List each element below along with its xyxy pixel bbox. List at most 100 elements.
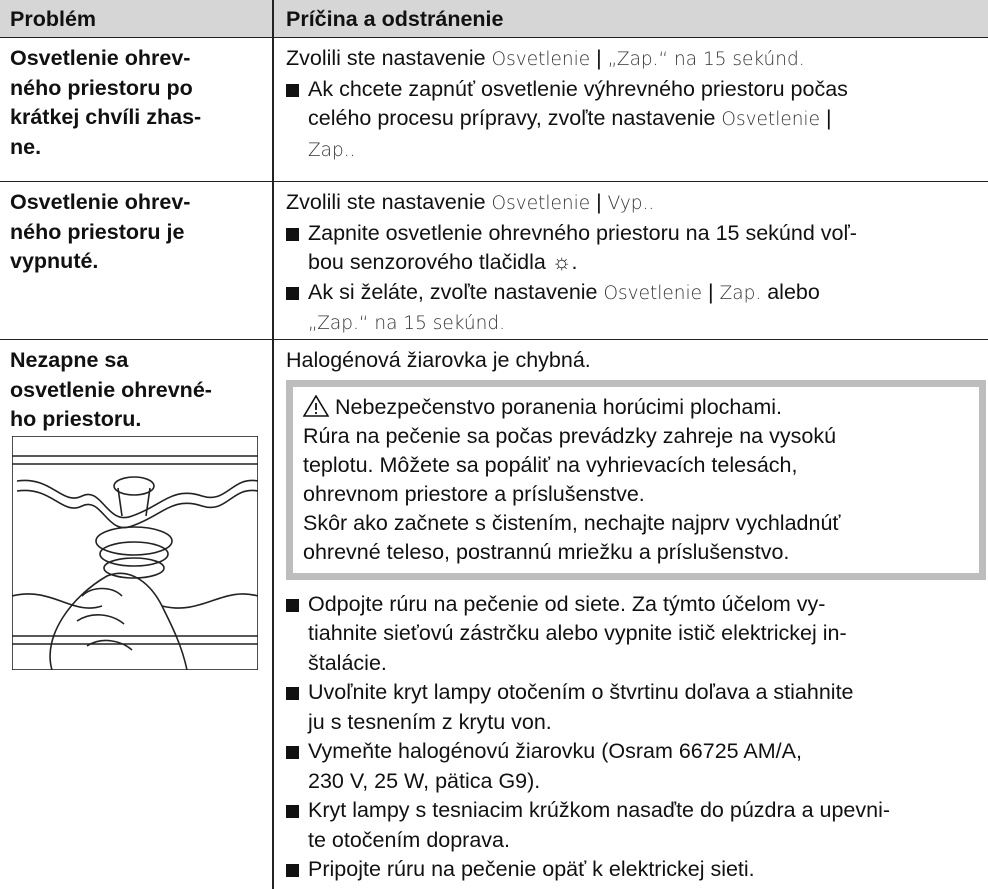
warning-line: teplotu. Môžete sa popáliť na vyhrievací… [303,452,798,477]
problem-line: Osvetlenie ohrev- [10,46,191,70]
text-line: Kryt lampy s tesniacim krúžkom nasaďte d… [308,796,986,826]
text-line: Ak si želáte, zvoľte nastavenie Osvetlen… [308,278,857,309]
text-run: | [702,279,720,304]
bullet-marker [286,83,299,97]
bullet-marker [286,746,299,759]
text-line: štalácie. [308,649,986,679]
ui-term: „Zap.“ na 15 sekúnd. [607,49,805,70]
bullet-item: Pripojte rúru na pečenie opäť k elektric… [286,855,986,885]
ui-term: „Zap.“ na 15 sekúnd. [308,313,505,334]
problem-cell: Osvetlenie ohrev-ného priestoru je vypnut… [10,188,190,277]
bullet-marker [286,598,299,612]
text-run: Uvoľnite kryt lampy otočením o štvrtinu … [308,680,854,704]
problem-line: ne. [10,134,42,159]
text-run: Ak si želáte, zvoľte nastavenie [308,279,604,304]
ui-term: Osvetlenie [491,49,591,70]
warning-icon [302,393,330,417]
problem-line: ného priestoru je [10,219,185,244]
text-line: Ak chcete zapnúť osvetlenie výhrevného p… [308,75,848,105]
bullet-item: Ak chcete zapnúť osvetlenie výhrevného p… [286,75,848,166]
bullet-marker [286,687,299,700]
text-run: Odpojte rúru na pečenie od siete. Za tým… [308,591,826,616]
text-line: Zapnite osvetlenie ohrevného priestoru n… [308,219,857,249]
text-run: bou senzorového tlačidla ☼. [308,250,578,274]
text-line: Zvolili ste nastavenie Osvetlenie | Vyp.… [286,188,857,219]
text-run: alebo [761,279,820,304]
text-run: tiahnite sieťovú zástrčku alebo vypnite … [308,621,847,645]
text-line: Halogénová žiarovka je chybná. [286,346,986,376]
text-run: te otočením doprava. [308,827,510,852]
warning-line: Rúra na pečenie sa počas prevádzky zahre… [303,423,837,448]
text-run: | [590,190,608,214]
bullet-item: Uvoľnite kryt lampy otočením o štvrtinu … [286,678,986,737]
table-row: Osvetlenie ohrev-ného priestoru je vypnut… [0,182,988,340]
bullet-item: Kryt lampy s tesniacim krúžkom nasaďte d… [286,796,986,855]
problem-line: krátkej chvíli zhas- [10,105,202,129]
warning-line: ohrevnom priestore a príslušenstve. [303,481,645,506]
column-divider [272,0,274,889]
text-line: bou senzorového tlačidla ☼. [308,248,857,278]
text-line: Zvolili ste nastavenie Osvetlenie | „Zap… [286,44,848,75]
warning-line: ohrevné teleso, postrannú mriežku a prís… [303,539,790,564]
text-line: Uvoľnite kryt lampy otočením o štvrtinu … [308,678,986,708]
bullet-marker [286,227,299,241]
bullet-item: Ak si želáte, zvoľte nastavenie Osvetlen… [286,278,857,339]
text-line: celého procesu prípravy, zvoľte nastaven… [308,104,848,135]
ui-term: Zap. [719,282,762,304]
warning-line: Skôr ako začnete s čistením, nechajte na… [303,510,841,535]
text-line: Pripojte rúru na pečenie opäť k elektric… [308,855,986,885]
text-line: ju s tesnením z krytu von. [308,708,986,738]
text-run: Pripojte rúru na pečenie opäť k elektric… [308,857,755,881]
cause-cell: Zvolili ste nastavenie Osvetlenie | Vyp.… [286,188,857,339]
problem-line: Nezapne sa [10,348,129,372]
warning-title: Nebezpečenstvo poranenia horúcimi plocha… [302,393,969,422]
text-run: Zvolili ste nastavenie [286,190,492,214]
text-run: Ak chcete zapnúť osvetlenie výhrevného p… [308,76,848,101]
bullet-marker [286,805,299,818]
text-run: celého procesu prípravy, zvoľte nastaven… [308,106,722,130]
problem-line: osvetlenie ohrevné- [10,377,212,402]
text-run: Zapnite osvetlenie ohrevného priestoru n… [308,220,857,245]
problem-cell: Osvetlenie ohrev-ného priestoru po krátke… [10,44,201,162]
text-run: Kryt lampy s tesniacim krúžkom nasaďte d… [308,798,891,822]
bullet-item: Zapnite osvetlenie ohrevného priestoru n… [286,219,857,278]
text-run: 230 V, 25 W, pätica G9). [308,768,541,793]
text-line: Odpojte rúru na pečenie od siete. Za tým… [308,590,986,620]
bullet-item: Vymeňte halogénovú žiarovku (Osram 66725… [286,737,986,796]
bullet-item: Odpojte rúru na pečenie od siete. Za tým… [286,590,986,679]
bullet-marker [286,864,299,877]
ui-term: Zap.. [308,139,356,161]
text-line: „Zap.“ na 15 sekúnd. [308,308,857,339]
lamp-illustration [12,436,258,670]
header-cell: Problém [10,7,97,31]
text-line: Vymeňte halogénovú žiarovku (Osram 66725… [308,737,986,767]
cause-cell: Halogénová žiarovka je chybná. Nebezpečen… [286,346,986,885]
ui-term: Osvetlenie [721,109,820,130]
text-line: tiahnite sieťovú zástrčku alebo vypnite … [308,619,986,649]
warning-box: Nebezpečenstvo poranenia horúcimi plocha… [286,379,986,580]
bullet-marker [286,286,299,300]
table-row: Osvetlenie ohrev-ného priestoru po krátke… [0,38,988,182]
warning-title-text: Nebezpečenstvo poranenia horúcimi plocha… [335,394,782,419]
text-run: štalácie. [308,650,387,675]
problem-line: ho priestoru. [10,407,142,431]
text-run: Halogénová žiarovka je chybná. [286,348,591,372]
problem-line: Osvetlenie ohrev- [10,190,191,214]
text-line: Zap.. [308,135,848,166]
problem-cell: Nezapne sa osvetlenie ohrevné-ho priestor… [10,346,212,435]
text-run: ju s tesnením z krytu von. [308,709,552,734]
text-line: te otočením doprava. [308,826,986,856]
table-header: Problém Príčina a odstránenie [0,0,988,38]
ui-term: Osvetlenie [491,193,591,214]
text-line: 230 V, 25 W, pätica G9). [308,767,986,797]
table-row: Nezapne sa osvetlenie ohrevné-ho priestor… [0,340,988,889]
problem-line: ného priestoru po [10,75,193,100]
header-cell: Príčina a odstránenie [286,7,504,31]
problem-line: vypnuté. [10,249,99,273]
ui-term: Osvetlenie [603,282,703,304]
cause-cell: Zvolili ste nastavenie Osvetlenie | „Zap… [286,44,848,165]
text-run: | [590,46,608,70]
text-run: | [819,106,832,130]
text-run: Zvolili ste nastavenie [286,46,492,70]
